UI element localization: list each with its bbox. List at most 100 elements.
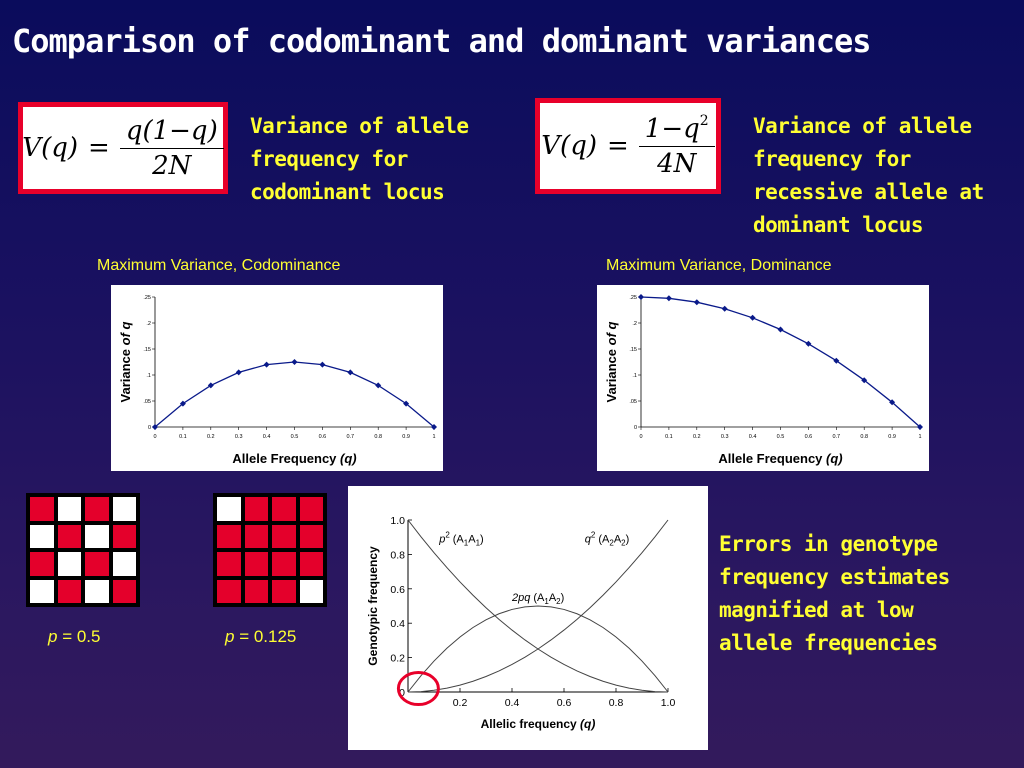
x-axis-title-text: Allelic frequency [481, 717, 580, 731]
caption-line: Variance of allele [250, 114, 469, 138]
x-axis-title-text: Allele Frequency [718, 451, 826, 466]
y-axis-title-text: Variance [604, 345, 619, 402]
data-point [917, 424, 923, 430]
y-tick-label: .1 [146, 373, 151, 379]
series-label-exp: 2 [591, 530, 596, 539]
grid-cell-red [272, 497, 296, 521]
grid-cell-white [85, 524, 109, 548]
y-tick-label: 0.6 [390, 584, 405, 596]
formula-equals: = [88, 133, 110, 163]
grid-cell-red [244, 579, 268, 603]
y-axis-title: Genotypic frequency [366, 546, 380, 666]
series-label-part: ) [480, 533, 484, 545]
grid-label-p-0-125: p = 0.125 [225, 627, 296, 647]
caption-line: frequency estimates [719, 565, 950, 589]
formula-lhs: V(q) [541, 131, 597, 161]
y-tick-label: .1 [632, 373, 637, 379]
grid-label-p-0-5: p = 0.5 [48, 627, 100, 647]
grid-cell-red [217, 579, 241, 603]
data-point [152, 424, 158, 430]
data-point [833, 357, 840, 364]
grid-cell-red [112, 579, 136, 603]
data-point [693, 299, 700, 306]
grid-cell-red [217, 552, 241, 576]
formula-num-base: 1−q [644, 114, 700, 144]
grid-cell-white [57, 497, 81, 521]
y-tick-label: 0 [634, 425, 637, 431]
data-point [805, 340, 812, 347]
series-label-part: (A [453, 533, 465, 545]
series-label-var: p [438, 533, 445, 545]
caption-line: allele frequencies [719, 631, 938, 655]
data-point [179, 400, 186, 407]
y-tick-label: 0.2 [390, 653, 405, 665]
grid-cell-red [299, 552, 323, 576]
y-axis-title: Variance of q [604, 321, 619, 402]
x-tick-label: 0.3 [721, 434, 729, 440]
series-label-sub: 2 [609, 538, 614, 547]
grid-cell-white [30, 524, 54, 548]
y-tick-label: 0.8 [390, 549, 405, 561]
x-tick-label: 0.4 [505, 697, 520, 709]
x-tick-label: 0.8 [374, 434, 382, 440]
slide-title: Comparison of codominant and dominant va… [12, 22, 871, 60]
dominance-variance-chart: 0 .05 .1 .15 .2 .25 0 0.1 0.2 0.3 0.4 0.5 0.6 0.7 0.8 0… [604, 294, 923, 466]
data-point [235, 369, 242, 376]
x-tick-label: 0.2 [693, 434, 701, 440]
caption-line: frequency for [753, 147, 911, 171]
data-point [263, 361, 270, 368]
y-tick-label: .25 [143, 295, 151, 301]
x-axis-title-variable: (q) [826, 451, 843, 466]
codominant-caption: Variance of allele frequency for codomin… [250, 110, 469, 209]
genotype-grid-p-0-125 [213, 493, 327, 607]
series-label-part: ) [561, 592, 565, 604]
caption-line: magnified at low [719, 598, 914, 622]
y-tick-label: .25 [629, 295, 637, 301]
data-point [777, 326, 784, 333]
series-label-sub: 1 [464, 538, 469, 547]
series-label-part: ) [626, 533, 630, 545]
data-point [207, 382, 214, 389]
series-label-sub: 2 [556, 597, 561, 606]
y-tick-label: .2 [146, 321, 151, 327]
formula-numerator: q(1−q) [119, 116, 224, 149]
data-point [665, 295, 672, 302]
formula-fraction: q(1−q) 2N [119, 116, 224, 181]
x-tick-label: 0.2 [453, 697, 468, 709]
x-axis-title-variable: (q) [340, 451, 357, 466]
grid-cell-white [30, 579, 54, 603]
x-tick-label: 0.4 [263, 434, 271, 440]
y-axis-title-text: Variance [118, 345, 133, 402]
series-label: 2pq (A1A2) [511, 592, 564, 606]
caption-line: Variance of allele [753, 114, 972, 138]
grid-cell-red [85, 497, 109, 521]
x-axis-title: Allele Frequency (q) [232, 451, 356, 466]
grid-cell-white [57, 552, 81, 576]
dominant-caption: Variance of allele frequency for recessi… [753, 110, 984, 242]
label-value: = 0.125 [234, 627, 297, 646]
x-tick-label: 1.0 [661, 697, 676, 709]
x-tick-label: 0.4 [749, 434, 757, 440]
x-tick-label: 0 [153, 434, 156, 440]
y-tick-label: 0 [399, 687, 405, 699]
grid-cell-white [217, 497, 241, 521]
x-axis-title: Allelic frequency (q) [481, 717, 596, 731]
caption-line: dominant locus [753, 213, 924, 237]
grid-cell-white [112, 497, 136, 521]
series-label-part: (A [533, 592, 545, 604]
grid-cell-red [299, 497, 323, 521]
x-tick-label: 0.6 [319, 434, 327, 440]
y-tick-label: .05 [143, 399, 151, 405]
y-axis-title-variable: of q [604, 321, 619, 345]
formula-numerator: 1−q2 [638, 113, 715, 147]
x-axis-title-variable: (q) [580, 717, 595, 731]
genotype-curve [407, 519, 669, 693]
genotype-grid-p-0-5 [26, 493, 140, 607]
x-tick-label: 0.1 [665, 434, 673, 440]
caption-line: codominant locus [250, 180, 445, 204]
grid-cell-white [112, 552, 136, 576]
series-label-part: A [468, 533, 476, 545]
data-point [375, 382, 382, 389]
data-point [291, 359, 298, 365]
grid-cell-red [244, 497, 268, 521]
